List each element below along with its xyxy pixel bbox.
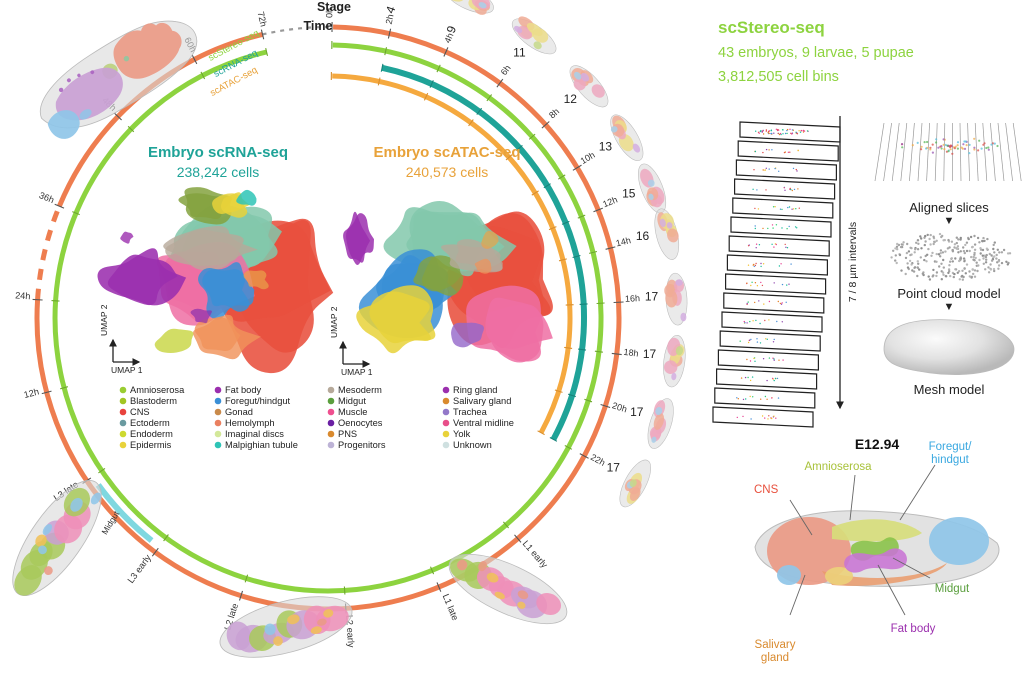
- svg-text:Embryo scATAC-seq: Embryo scATAC-seq: [374, 144, 521, 161]
- svg-text:Endoderm: Endoderm: [130, 429, 173, 439]
- svg-text:Point cloud model: Point cloud model: [897, 286, 1000, 301]
- svg-text:Amnioserosa: Amnioserosa: [130, 385, 185, 395]
- svg-text:Imaginal discs: Imaginal discs: [225, 429, 284, 439]
- svg-text:Oenocytes: Oenocytes: [338, 418, 383, 428]
- svg-text:Foregut/hindgut: Foregut/hindgut: [225, 396, 291, 406]
- svg-text:36h: 36h: [38, 190, 56, 205]
- svg-text:12h: 12h: [23, 387, 40, 401]
- svg-text:Midgut: Midgut: [935, 583, 970, 595]
- svg-text:8h: 8h: [547, 106, 561, 120]
- svg-text:11: 11: [513, 46, 526, 60]
- svg-text:UMAP 2: UMAP 2: [329, 306, 339, 338]
- svg-text:13: 13: [599, 140, 613, 154]
- svg-text:Fat body: Fat body: [225, 385, 262, 395]
- svg-text:16h: 16h: [625, 293, 641, 304]
- svg-text:Mesh model: Mesh model: [914, 382, 985, 397]
- svg-text:Trachea: Trachea: [453, 407, 488, 417]
- svg-text:gland: gland: [761, 652, 789, 664]
- svg-text:Unknown: Unknown: [453, 440, 492, 450]
- svg-text:Time: Time: [304, 19, 333, 33]
- svg-text:17: 17: [607, 461, 621, 475]
- svg-text:Progenitors: Progenitors: [338, 440, 386, 450]
- svg-text:10h: 10h: [579, 150, 597, 166]
- svg-text:12: 12: [564, 92, 578, 106]
- svg-text:Gonad: Gonad: [225, 407, 253, 417]
- svg-text:Ectoderm: Ectoderm: [130, 418, 170, 428]
- svg-text:▼: ▼: [944, 215, 955, 227]
- svg-text:Midgut: Midgut: [338, 396, 366, 406]
- svg-text:Stage: Stage: [317, 0, 351, 14]
- svg-text:72h: 72h: [256, 11, 269, 28]
- svg-text:43 embryos, 9 larvae, 5 pupae: 43 embryos, 9 larvae, 5 pupae: [718, 45, 914, 61]
- svg-text:3,812,505 cell bins: 3,812,505 cell bins: [718, 69, 839, 85]
- svg-text:hindgut: hindgut: [931, 454, 970, 466]
- svg-text:17: 17: [645, 290, 659, 304]
- svg-text:Epidermis: Epidermis: [130, 440, 172, 450]
- svg-text:Muscle: Muscle: [338, 407, 367, 417]
- svg-text:L1 late: L1 late: [441, 592, 461, 621]
- svg-text:Embryo scRNA-seq: Embryo scRNA-seq: [148, 144, 288, 161]
- svg-text:16: 16: [636, 229, 650, 243]
- svg-text:UMAP 1: UMAP 1: [341, 367, 373, 377]
- svg-text:240,573 cells: 240,573 cells: [406, 164, 489, 180]
- svg-text:CNS: CNS: [754, 484, 779, 496]
- svg-text:15: 15: [622, 187, 636, 201]
- svg-text:Ring gland: Ring gland: [453, 385, 497, 395]
- svg-text:L3 early: L3 early: [126, 552, 154, 585]
- svg-text:Salivary gland: Salivary gland: [453, 396, 511, 406]
- svg-text:14h: 14h: [615, 235, 632, 248]
- svg-text:L1 early: L1 early: [521, 538, 550, 570]
- svg-text:Salivary: Salivary: [755, 639, 796, 651]
- svg-text:Ventral midline: Ventral midline: [453, 418, 514, 428]
- svg-text:E12.94: E12.94: [855, 436, 900, 452]
- svg-text:CNS: CNS: [130, 407, 150, 417]
- svg-text:6h: 6h: [499, 63, 513, 77]
- svg-text:20h: 20h: [611, 400, 628, 414]
- svg-text:PNS: PNS: [338, 429, 357, 439]
- svg-text:Blastoderm: Blastoderm: [130, 396, 177, 406]
- svg-text:7 / 8 µm intervals: 7 / 8 µm intervals: [847, 222, 859, 302]
- svg-text:Foregut/: Foregut/: [929, 441, 973, 453]
- svg-text:Amnioserosa: Amnioserosa: [804, 461, 872, 473]
- svg-text:Aligned slices: Aligned slices: [909, 200, 989, 215]
- svg-text:UMAP 2: UMAP 2: [99, 304, 109, 336]
- svg-text:▼: ▼: [944, 301, 955, 313]
- svg-text:Mesoderm: Mesoderm: [338, 385, 382, 395]
- svg-text:Yolk: Yolk: [453, 429, 471, 439]
- svg-text:238,242 cells: 238,242 cells: [177, 164, 260, 180]
- svg-text:22h: 22h: [589, 452, 607, 468]
- svg-text:UMAP 1: UMAP 1: [111, 365, 143, 375]
- svg-text:18h: 18h: [623, 347, 639, 359]
- svg-text:12h: 12h: [601, 194, 619, 209]
- svg-text:Hemolymph: Hemolymph: [225, 418, 275, 428]
- svg-text:24h: 24h: [15, 290, 31, 301]
- svg-text:scStereo-seq: scStereo-seq: [718, 18, 825, 37]
- svg-text:Malpighian tubule: Malpighian tubule: [225, 440, 298, 450]
- svg-text:17: 17: [643, 347, 657, 361]
- svg-text:17: 17: [630, 405, 644, 419]
- svg-text:Fat body: Fat body: [891, 623, 936, 635]
